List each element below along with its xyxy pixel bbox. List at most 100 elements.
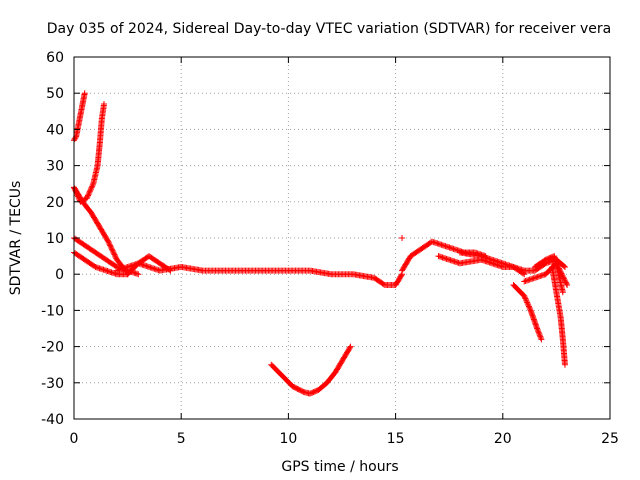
data-point bbox=[101, 101, 108, 108]
series-track-n bbox=[549, 263, 568, 368]
series-track-h bbox=[268, 343, 354, 397]
x-tick-label: 15 bbox=[387, 431, 405, 447]
data-point bbox=[534, 325, 541, 332]
data-point bbox=[87, 185, 94, 192]
series-track-l bbox=[510, 282, 545, 343]
data-point bbox=[81, 90, 88, 97]
y-tick-label: -30 bbox=[41, 376, 64, 392]
data-point bbox=[524, 300, 531, 307]
y-tick-label: 0 bbox=[55, 267, 64, 283]
data-point bbox=[108, 245, 115, 252]
data-point bbox=[554, 261, 561, 268]
data-point bbox=[86, 189, 93, 196]
data-point bbox=[112, 254, 119, 261]
data-point bbox=[535, 329, 542, 336]
data-point bbox=[559, 273, 566, 280]
data-point bbox=[553, 260, 560, 267]
data-point bbox=[558, 270, 565, 277]
data-point bbox=[563, 280, 570, 287]
data-point bbox=[112, 263, 119, 270]
y-tick-label: 60 bbox=[46, 50, 64, 66]
x-tick-label: 25 bbox=[601, 431, 619, 447]
data-point bbox=[347, 343, 354, 350]
data-point bbox=[346, 344, 353, 351]
data-point bbox=[110, 248, 117, 255]
y-tick-label: 40 bbox=[46, 122, 64, 138]
chart-title: Day 035 of 2024, Sidereal Day-to-day VTE… bbox=[47, 21, 611, 37]
x-tick-label: 20 bbox=[494, 431, 512, 447]
y-tick-label: -40 bbox=[41, 412, 64, 428]
data-point bbox=[560, 274, 567, 281]
data-point bbox=[112, 252, 119, 259]
data-point bbox=[562, 279, 569, 286]
data-point bbox=[561, 361, 568, 368]
data-point bbox=[85, 192, 92, 199]
x-tick-label: 5 bbox=[177, 431, 186, 447]
plot-area bbox=[71, 90, 571, 397]
y-tick-label: 10 bbox=[46, 231, 64, 247]
data-point bbox=[537, 335, 544, 342]
data-point bbox=[85, 191, 92, 198]
data-point bbox=[106, 241, 113, 248]
series-track-e bbox=[71, 249, 131, 278]
data-point bbox=[557, 269, 564, 276]
y-tick-label: 20 bbox=[46, 195, 64, 211]
data-point bbox=[105, 239, 112, 246]
data-point bbox=[522, 295, 529, 302]
axis-ticks bbox=[73, 56, 611, 420]
data-point bbox=[72, 134, 79, 141]
data-point bbox=[562, 278, 569, 285]
data-point bbox=[536, 330, 543, 337]
data-point bbox=[398, 272, 405, 279]
data-point bbox=[559, 289, 566, 296]
data-point bbox=[559, 271, 566, 278]
data-point bbox=[520, 270, 527, 277]
data-point bbox=[525, 302, 532, 309]
data-point bbox=[521, 294, 528, 301]
data-point bbox=[89, 183, 96, 190]
data-point bbox=[536, 332, 543, 339]
y-tick-label: 30 bbox=[46, 159, 64, 175]
data-point bbox=[107, 243, 114, 250]
data-point bbox=[524, 299, 531, 306]
y-tick-label: 50 bbox=[46, 86, 64, 102]
data-point bbox=[525, 303, 532, 310]
data-point bbox=[561, 263, 568, 270]
data-point bbox=[554, 262, 561, 269]
series-track-g bbox=[124, 253, 174, 278]
data-point bbox=[87, 187, 94, 194]
data-point bbox=[109, 247, 116, 254]
data-point bbox=[91, 263, 98, 270]
x-tick-label: 10 bbox=[279, 431, 297, 447]
data-point bbox=[527, 306, 534, 313]
data-point bbox=[522, 296, 529, 303]
y-tick-label: -20 bbox=[41, 340, 64, 356]
x-axis-label: GPS time / hours bbox=[281, 459, 398, 475]
data-point bbox=[111, 251, 118, 258]
data-point bbox=[399, 235, 406, 241]
y-tick-label: -10 bbox=[41, 303, 64, 319]
data-point bbox=[521, 271, 528, 278]
series-track-c bbox=[71, 184, 129, 274]
data-point bbox=[526, 304, 533, 311]
data-point bbox=[380, 281, 387, 288]
data-point bbox=[537, 333, 544, 340]
data-point bbox=[88, 184, 95, 191]
data-point bbox=[521, 292, 528, 299]
data-point bbox=[107, 242, 114, 249]
data-point bbox=[538, 336, 545, 343]
data-point bbox=[534, 326, 541, 333]
data-point bbox=[135, 271, 142, 278]
data-point bbox=[557, 268, 564, 275]
y-axis-label: SDTVAR / TECUs bbox=[8, 181, 24, 296]
data-point bbox=[561, 276, 568, 283]
data-point bbox=[560, 263, 567, 270]
data-point bbox=[105, 238, 112, 245]
data-point bbox=[523, 298, 530, 305]
data-point bbox=[167, 267, 174, 274]
data-point bbox=[555, 265, 562, 272]
data-point bbox=[83, 195, 90, 202]
series-track-o bbox=[521, 260, 571, 289]
data-point bbox=[560, 275, 567, 282]
